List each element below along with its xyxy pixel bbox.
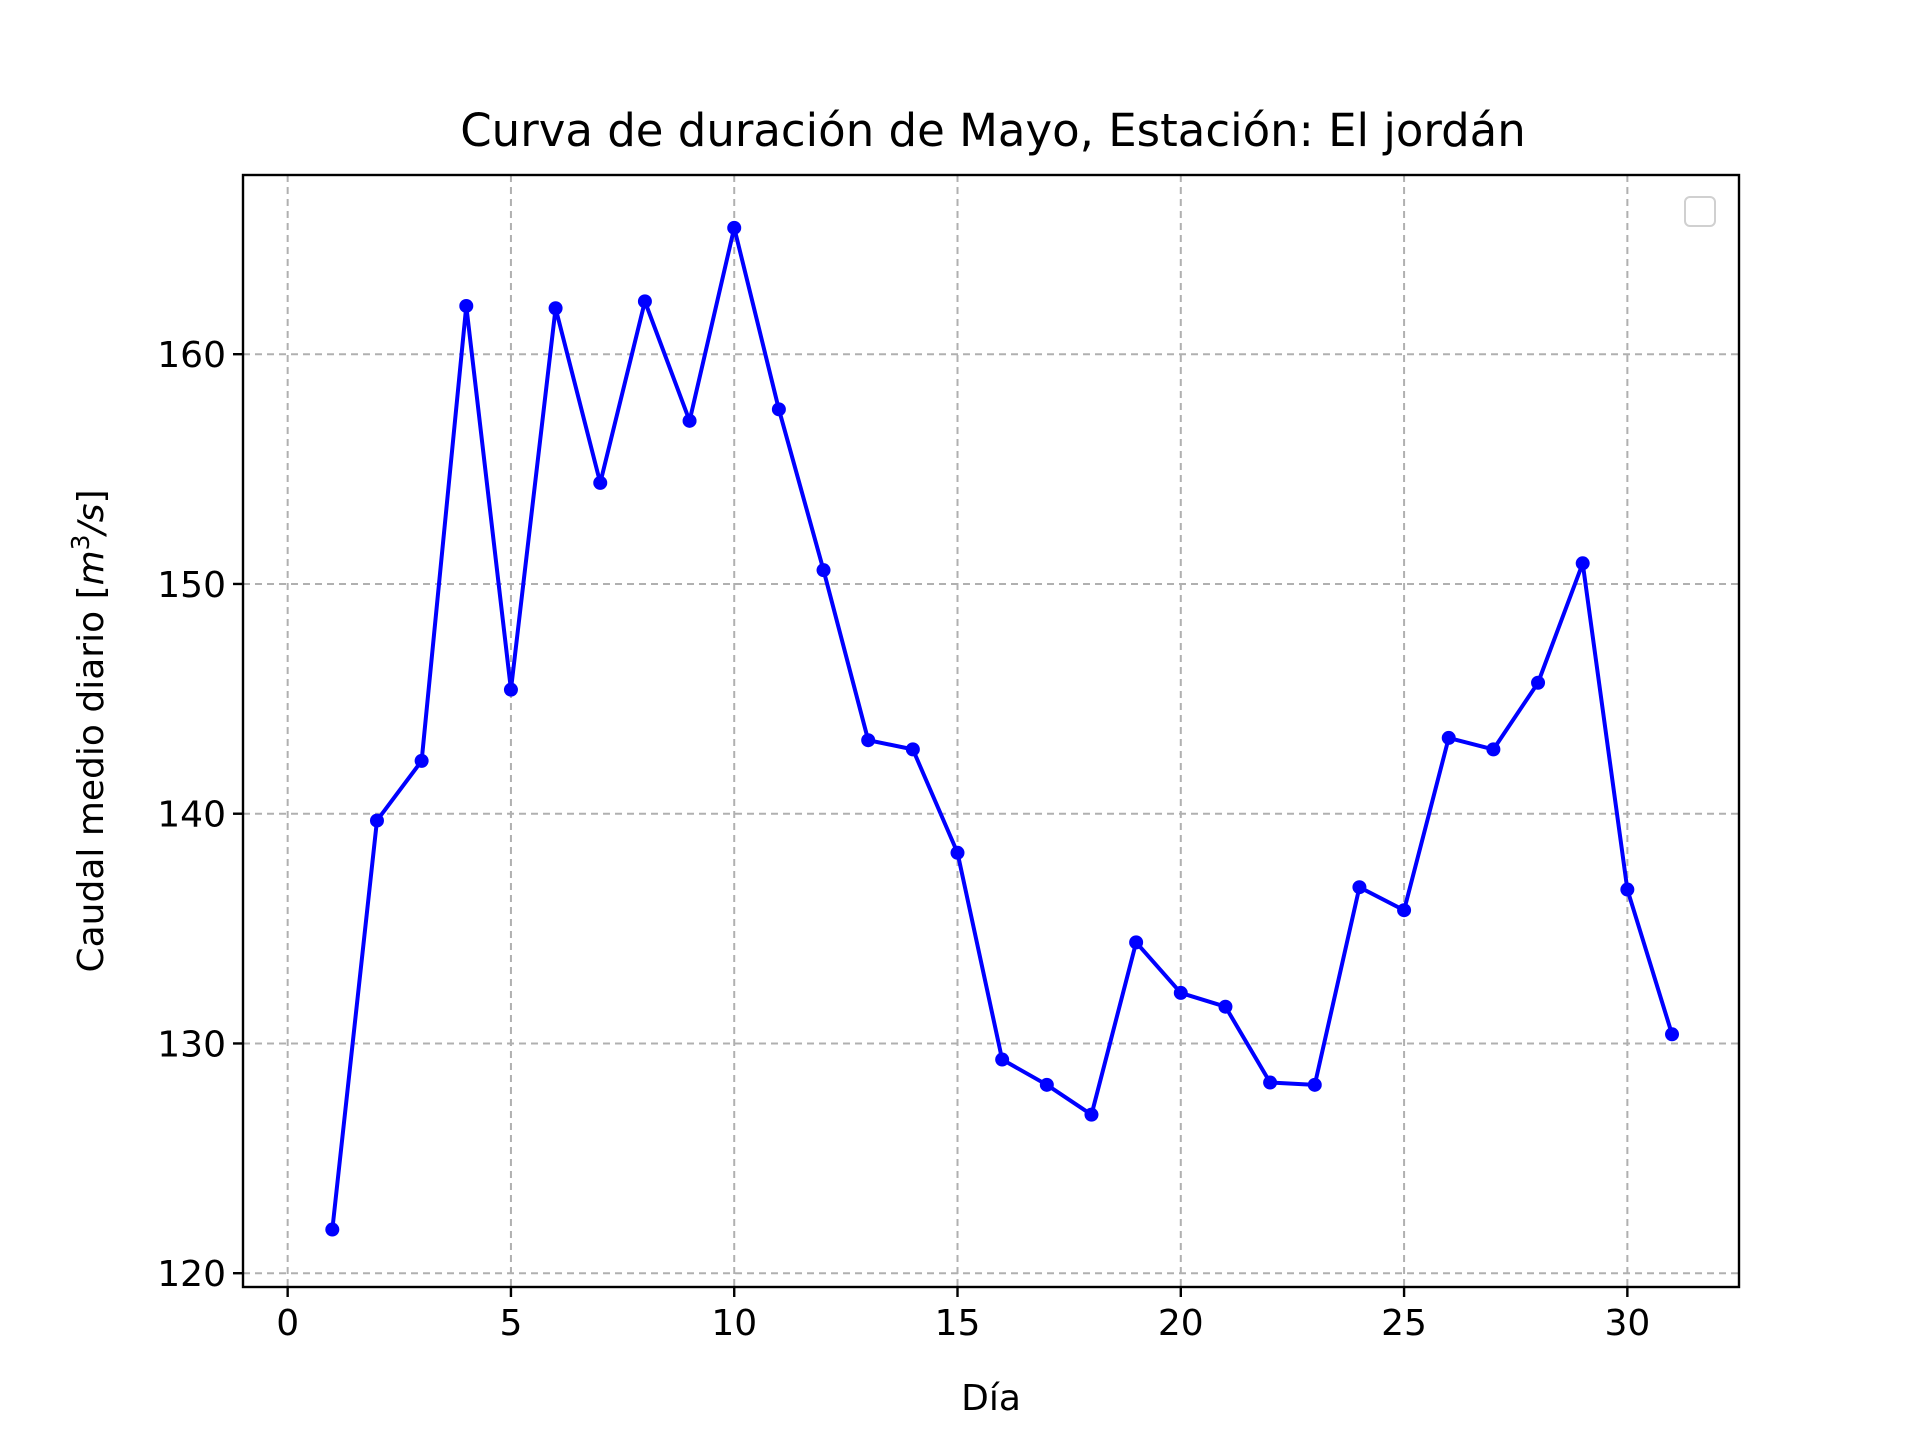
data-point bbox=[1397, 903, 1412, 918]
x-tick-label: 0 bbox=[276, 1303, 299, 1344]
y-tick-label: 150 bbox=[157, 565, 226, 606]
data-point bbox=[1039, 1077, 1054, 1092]
y-axis-label-unit: m bbox=[71, 550, 112, 585]
data-point bbox=[1441, 730, 1456, 745]
data-point bbox=[1620, 882, 1635, 897]
data-point bbox=[459, 298, 474, 313]
data-point bbox=[503, 682, 518, 697]
series-line bbox=[330, 225, 1674, 1230]
x-tick-label: 30 bbox=[1604, 1303, 1650, 1344]
data-point bbox=[682, 413, 697, 428]
data-point bbox=[637, 294, 652, 309]
y-tick-label: 140 bbox=[157, 795, 226, 836]
y-axis-label-tail: /s bbox=[71, 504, 112, 538]
data-point bbox=[325, 1222, 340, 1237]
plot-frame bbox=[241, 173, 1741, 1289]
y-axis-label-close: ] bbox=[71, 489, 112, 503]
data-point bbox=[1173, 985, 1188, 1000]
tick-layer: 0 5 10 15 20 25 30 120 130 140 150 160 bbox=[157, 335, 1650, 1344]
y-axis-label-exponent: 3 bbox=[66, 534, 95, 550]
y-axis-label: Caudal medio diario [m3/s] bbox=[66, 489, 112, 972]
data-point bbox=[1307, 1077, 1322, 1092]
data-point bbox=[414, 753, 429, 768]
data-point bbox=[1218, 999, 1233, 1014]
data-point bbox=[1352, 880, 1367, 895]
x-tick-label: 20 bbox=[1158, 1303, 1204, 1344]
data-point bbox=[995, 1052, 1010, 1067]
y-tick-label: 130 bbox=[157, 1024, 226, 1065]
grid-lines bbox=[243, 175, 1739, 1287]
x-tick-label: 5 bbox=[499, 1303, 522, 1344]
data-point bbox=[950, 845, 965, 860]
chart-title: Curva de duración de Mayo, Estación: El … bbox=[460, 104, 1526, 157]
y-axis-label-text: Caudal medio diario [ bbox=[71, 585, 112, 972]
data-point bbox=[1263, 1075, 1278, 1090]
y-tick-label: 160 bbox=[157, 335, 226, 376]
data-point bbox=[1531, 675, 1546, 690]
data-point bbox=[1665, 1027, 1680, 1042]
data-point bbox=[861, 733, 876, 748]
x-tick-label: 25 bbox=[1381, 1303, 1427, 1344]
data-point bbox=[548, 301, 563, 316]
data-point bbox=[369, 813, 384, 828]
data-point bbox=[905, 742, 920, 757]
x-tick-label: 15 bbox=[935, 1303, 981, 1344]
legend-box bbox=[1684, 196, 1716, 227]
data-point bbox=[593, 475, 608, 490]
y-tick-label: 120 bbox=[157, 1254, 226, 1295]
data-point bbox=[1084, 1107, 1099, 1122]
data-point bbox=[1129, 935, 1144, 950]
data-point bbox=[1575, 556, 1590, 571]
series-layer bbox=[325, 220, 1680, 1237]
data-point bbox=[1486, 742, 1501, 757]
data-point bbox=[816, 563, 831, 578]
data-point bbox=[727, 220, 742, 235]
x-tick-label: 10 bbox=[711, 1303, 757, 1344]
data-point bbox=[771, 402, 786, 417]
x-axis-label: Día bbox=[961, 1378, 1021, 1419]
